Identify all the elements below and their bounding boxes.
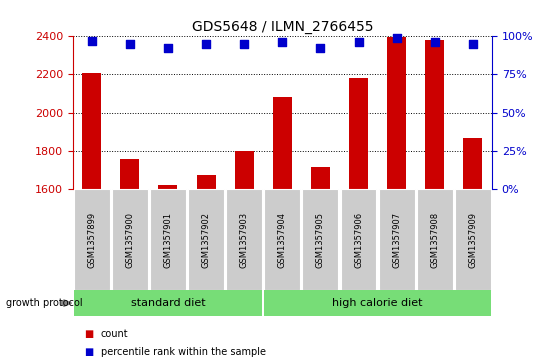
Point [202,41,211,47]
Text: GSM1357907: GSM1357907 [392,212,401,268]
FancyArrow shape [61,300,72,306]
Bar [349,78,368,189]
Bar [82,73,101,189]
Bar [235,151,254,189]
Title: GDS5648 / ILMN_2766455: GDS5648 / ILMN_2766455 [192,20,373,34]
Text: GSM1357909: GSM1357909 [468,212,477,268]
Text: GSM1357900: GSM1357900 [125,212,134,268]
Point [163,46,172,52]
Text: GSM1357901: GSM1357901 [163,212,173,268]
Point [392,35,401,41]
Text: count: count [101,329,128,339]
Bar [273,97,292,189]
Text: GSM1357902: GSM1357902 [202,212,211,268]
Bar [387,37,406,189]
Point [354,40,363,45]
Point [316,46,325,52]
Text: GSM1357903: GSM1357903 [240,212,249,268]
Text: GSM1357908: GSM1357908 [430,212,439,268]
Bar [120,159,139,189]
Text: growth protocol: growth protocol [6,298,82,308]
Point [278,40,287,45]
Text: GSM1357904: GSM1357904 [278,212,287,268]
Text: GSM1357899: GSM1357899 [87,212,96,268]
Bar [425,40,444,189]
Point [240,41,249,47]
Point [430,40,439,45]
Text: standard diet: standard diet [131,298,205,308]
Text: ■: ■ [84,347,93,357]
Bar [197,175,216,189]
Point [125,41,134,47]
Bar [463,138,482,189]
Text: percentile rank within the sample: percentile rank within the sample [101,347,266,357]
Text: GSM1357905: GSM1357905 [316,212,325,268]
Point [468,41,477,47]
Text: ■: ■ [84,329,93,339]
Text: high calorie diet: high calorie diet [333,298,423,308]
Bar [311,167,330,189]
Text: GSM1357906: GSM1357906 [354,212,363,268]
Point [87,38,96,44]
Bar [158,185,178,189]
